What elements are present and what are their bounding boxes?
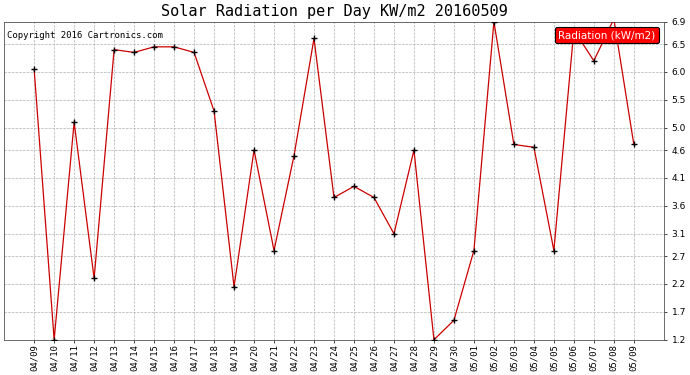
Text: Copyright 2016 Cartronics.com: Copyright 2016 Cartronics.com (8, 31, 164, 40)
Title: Solar Radiation per Day KW/m2 20160509: Solar Radiation per Day KW/m2 20160509 (161, 4, 507, 19)
Legend: Radiation (kW/m2): Radiation (kW/m2) (555, 27, 659, 43)
